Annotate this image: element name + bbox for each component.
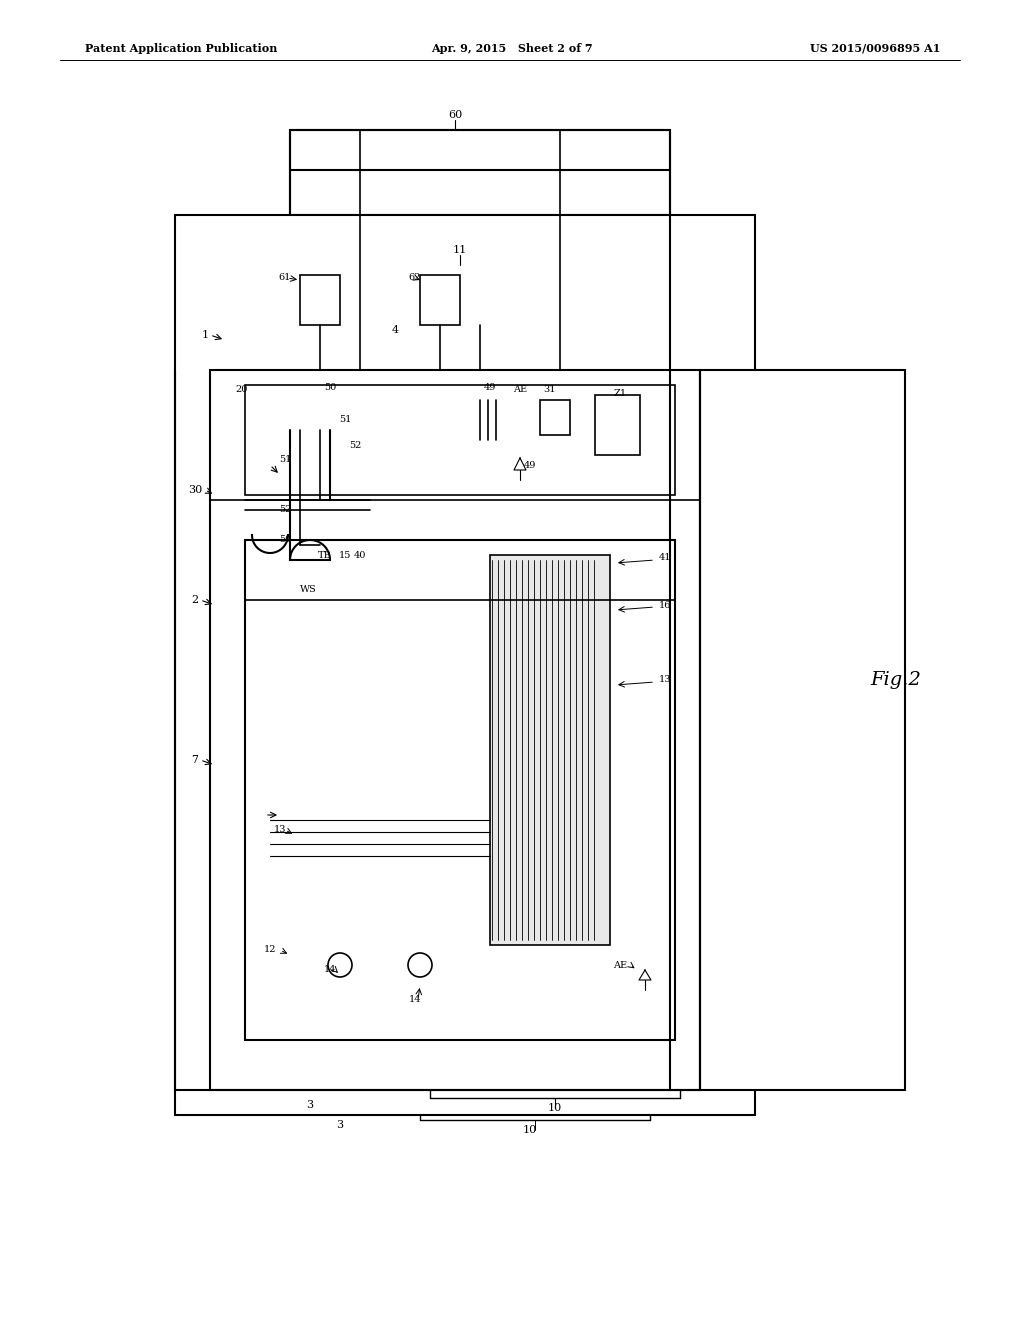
Text: 50: 50 [324,384,336,392]
Text: 30: 30 [187,484,202,495]
Text: 11: 11 [453,246,467,255]
Text: 49: 49 [483,384,497,392]
Bar [420,275,460,325]
Bar [290,129,670,215]
Bar [175,215,755,1115]
Text: 7: 7 [191,755,199,766]
Text: 60: 60 [447,110,462,120]
Text: 31: 31 [544,385,556,395]
Text: 13: 13 [273,825,287,834]
Text: WS: WS [300,586,316,594]
Text: 61: 61 [279,273,291,282]
Text: 20: 20 [236,385,248,395]
Text: US 2015/0096895 A1: US 2015/0096895 A1 [810,42,940,54]
Text: 12: 12 [264,945,276,954]
Text: 52: 52 [349,441,361,450]
Text: Z1: Z1 [613,388,627,397]
Text: 15: 15 [339,550,351,560]
Text: 10: 10 [548,1104,562,1113]
Bar [245,540,675,1040]
Text: 51: 51 [279,455,291,465]
Bar [210,370,700,1090]
Text: AE: AE [613,961,627,969]
Bar [245,385,675,495]
Text: AE: AE [513,385,527,395]
Text: 51: 51 [339,416,351,425]
Text: 41: 41 [658,553,672,562]
Text: 13: 13 [658,676,672,685]
Bar [300,275,340,325]
Text: 50: 50 [279,536,291,544]
Bar [700,370,905,1090]
Text: 4: 4 [391,325,398,335]
Text: 14: 14 [324,965,336,974]
Text: 16: 16 [658,601,671,610]
Text: Apr. 9, 2015   Sheet 2 of 7: Apr. 9, 2015 Sheet 2 of 7 [431,42,593,54]
Text: Patent Application Publication: Patent Application Publication [85,42,278,54]
Text: 62: 62 [409,273,421,282]
Text: 3: 3 [337,1119,344,1130]
Bar [490,554,610,945]
Text: 49: 49 [524,461,537,470]
Text: Fig.2: Fig.2 [870,671,921,689]
Text: 52: 52 [279,506,291,515]
Text: TB: TB [318,550,332,560]
Text: 2: 2 [191,595,199,605]
Text: 1: 1 [202,330,209,341]
Text: 3: 3 [306,1100,313,1110]
Text: 10: 10 [523,1125,538,1135]
Bar [540,400,570,436]
Text: 14: 14 [409,995,421,1005]
Text: 40: 40 [354,550,367,560]
Bar [595,395,640,455]
